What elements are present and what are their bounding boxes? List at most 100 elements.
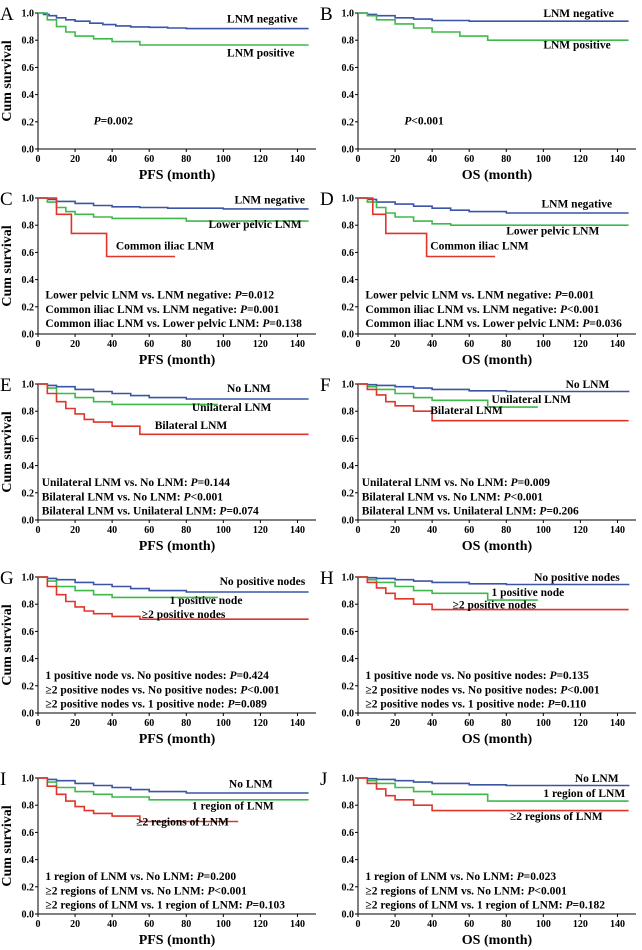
p-value-text: Lower pelvic LNM vs. LNM negative: P=0.0…	[45, 290, 274, 302]
comparison-label: Unilateral LNM vs. No LNM:	[42, 477, 191, 489]
p-value: <0.001	[411, 116, 444, 128]
x-tick-label: 80	[181, 525, 191, 536]
y-tick-label: 0.2	[22, 882, 35, 893]
y-tick-label: 0.2	[22, 117, 35, 128]
survival-curve-green	[38, 197, 309, 222]
x-tick-label: 40	[107, 718, 117, 729]
panel-label: D	[320, 189, 334, 210]
x-tick-label: 20	[390, 525, 400, 536]
x-axis-title: PFS (month)	[139, 539, 216, 554]
x-tick-label: 40	[427, 919, 437, 930]
x-tick-label: 60	[464, 339, 474, 350]
curve-label: ≥2 positive nodes	[142, 609, 226, 621]
x-tick-label: 60	[144, 339, 154, 350]
x-tick-label: 120	[253, 718, 268, 729]
p-value-text: Lower pelvic LNM vs. LNM negative: P=0.0…	[365, 290, 594, 302]
p-value-text: Common iliac LNM vs. Lower pelvic LNM: P…	[45, 318, 302, 330]
y-tick-label: 0.6	[342, 248, 355, 259]
x-tick-label: 60	[464, 718, 474, 729]
curve-label: No LNM	[227, 383, 271, 395]
km-panel-f: F 0.0 0.2 0.4 0.6 0.8 1.0 0 20 40 60 80 100 120 140 OS …	[320, 375, 636, 554]
y-tick-label: 0.6	[22, 828, 35, 839]
p-value-text: ≥2 regions of LNM vs. 1 region of LNM: P…	[45, 900, 285, 912]
p-value-text: 1 positive node vs. No positive nodes: P…	[45, 670, 269, 682]
survival-curve-red	[38, 383, 309, 436]
y-tick-label: 0.0	[22, 145, 35, 156]
p-value: =0.001	[247, 304, 280, 316]
p-symbol: P	[240, 684, 248, 696]
comparison-label: ≥2 positive nodes vs. 1 positive node:	[45, 699, 227, 711]
survival-curve-green	[358, 576, 538, 601]
p-value-text: ≥2 positive nodes vs. No positive nodes:…	[45, 684, 280, 696]
x-tick-label: 140	[610, 718, 625, 729]
x-tick-label: 100	[536, 154, 551, 165]
x-tick-label: 80	[501, 525, 511, 536]
comparison-label: ≥2 regions of LNM vs. No LNM:	[365, 885, 527, 897]
p-symbol: P	[560, 684, 568, 696]
p-value: =0.012	[242, 290, 275, 302]
comparison-label: ≥2 regions of LNM vs. 1 region of LNM:	[45, 900, 245, 912]
y-tick-label: 0.0	[342, 709, 355, 720]
y-tick-label: 0.4	[22, 855, 35, 866]
curve-label: LNM negative	[543, 8, 614, 20]
survival-curve-red	[38, 197, 176, 258]
x-tick-label: 20	[70, 154, 80, 165]
p-symbol: P	[197, 871, 205, 883]
x-tick-label: 40	[107, 525, 117, 536]
km-panel-g: G 0.0 0.2 0.4 0.6 0.8 1.0 0 20 40 60 80 100 120 140 PFS…	[0, 568, 316, 747]
p-value-text: Common iliac LNM vs. LNM negative: P<0.0…	[365, 304, 599, 316]
curve-label: 1 region of LNM	[543, 788, 625, 800]
curve-label: No LNM	[229, 779, 273, 791]
y-tick-label: 0.0	[342, 516, 355, 527]
p-symbol: P	[229, 670, 237, 682]
curve-label: LNM positive	[543, 39, 610, 51]
survival-curve-red	[358, 197, 496, 258]
x-tick-label: 120	[573, 154, 588, 165]
p-value: =0.023	[524, 871, 557, 883]
x-tick-label: 0	[36, 919, 41, 930]
y-tick-label: 0.8	[22, 600, 35, 611]
comparison-label: 1 positive node vs. No positive nodes:	[365, 670, 549, 682]
curve-label: ≥2 positive nodes	[453, 599, 537, 611]
y-tick-label: 0.6	[342, 434, 355, 445]
survival-curve-green	[358, 777, 629, 802]
y-tick-label: 0.2	[342, 488, 355, 499]
p-symbol: P	[582, 318, 590, 330]
survival-curve-green	[358, 12, 629, 41]
x-tick-label: 0	[356, 718, 361, 729]
y-tick-label: 0.4	[22, 275, 35, 286]
comparison-label: Lower pelvic LNM vs. LNM negative:	[365, 290, 554, 302]
comparison-label: Common iliac LNM vs. LNM negative:	[365, 304, 560, 316]
y-tick-label: 0.8	[342, 600, 355, 611]
y-tick-label: 0.2	[342, 681, 355, 692]
comparison-label: Common iliac LNM vs. LNM negative:	[45, 304, 240, 316]
x-axis-title: PFS (month)	[139, 353, 216, 368]
p-symbol: P	[246, 900, 254, 912]
survival-curve-blue	[38, 777, 309, 794]
y-tick-label: 1.0	[22, 774, 35, 785]
y-tick-label: 0.4	[22, 461, 35, 472]
p-symbol: P	[207, 885, 215, 897]
x-tick-label: 20	[390, 339, 400, 350]
p-value: <0.001	[567, 684, 600, 696]
y-tick-label: 0.6	[342, 828, 355, 839]
y-tick-label: 0.8	[342, 36, 355, 47]
p-symbol: P	[404, 116, 412, 128]
p-symbol: P	[235, 290, 243, 302]
y-tick-label: 0.6	[22, 627, 35, 638]
p-value-text: Unilateral LNM vs. No LNM: P=0.009	[362, 477, 551, 489]
y-tick-label: 0.0	[22, 709, 35, 720]
panel-label: F	[320, 375, 331, 396]
x-tick-label: 20	[70, 339, 80, 350]
x-tick-label: 20	[70, 718, 80, 729]
x-tick-label: 100	[216, 919, 231, 930]
curve-label: Lower pelvic LNM	[209, 219, 302, 231]
y-tick-label: 1.0	[342, 573, 355, 584]
p-value: =0.110	[554, 699, 586, 711]
p-symbol: P	[184, 491, 192, 503]
p-value: =0.138	[269, 318, 302, 330]
y-tick-label: 0.4	[342, 654, 355, 665]
y-tick-label: 1.0	[342, 194, 355, 205]
y-tick-label: 0.6	[342, 627, 355, 638]
